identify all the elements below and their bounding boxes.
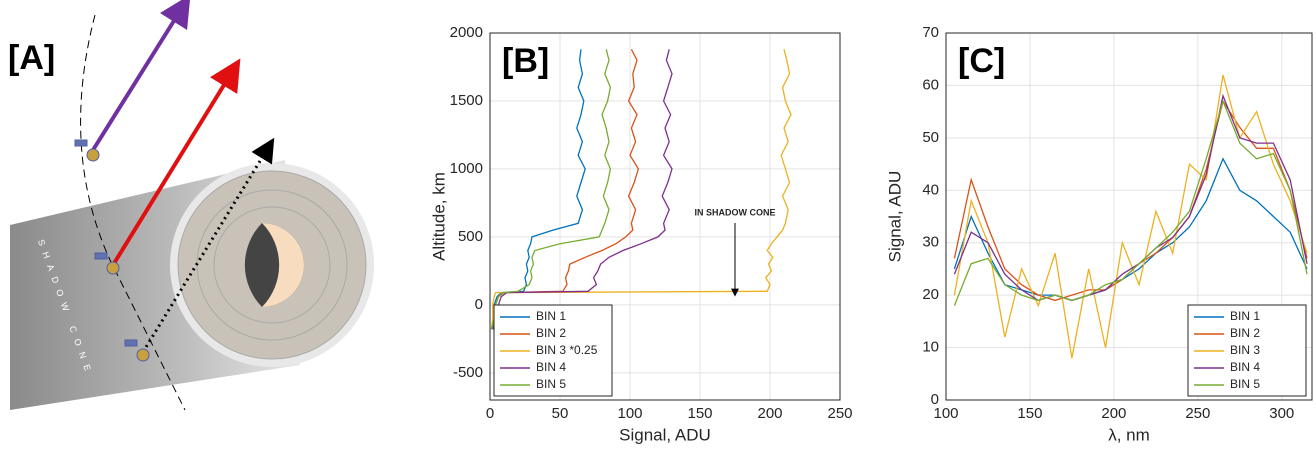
y-tick-label: 60: [922, 76, 939, 93]
y-axis-label: Signal, ADU: [885, 171, 904, 263]
y-tick-label: 50: [922, 129, 939, 146]
x-tick-label: 50: [552, 405, 569, 422]
x-tick-label: 0: [486, 405, 494, 422]
data-line: [953, 99, 1308, 306]
panel-label: [A]: [8, 39, 55, 77]
charts: 0 50 100 150 200 250-5000500100015002000Signa…: [429, 24, 1313, 444]
data-line: [953, 157, 1308, 302]
y-axis-label: Altitude, km: [429, 172, 448, 261]
y-tick-label: 0: [475, 296, 483, 313]
legend-label: BIN 3: [1230, 343, 1260, 357]
line-of-sight: [91, 0, 191, 152]
ring: [213, 206, 331, 324]
legend-label: BIN 4: [536, 360, 566, 374]
x-tick-label: 300: [1269, 405, 1294, 422]
line-of-sight: [141, 137, 275, 353]
data-line: [492, 49, 673, 330]
legend-label: BIN 1: [536, 309, 566, 323]
y-tick-label: 70: [922, 24, 939, 41]
y-tick-label: 2000: [450, 24, 483, 41]
y-tick-label: 20: [922, 286, 939, 303]
axes-frame: [489, 32, 841, 401]
y-tick-label: 10: [922, 339, 939, 356]
legend-label: BIN 3 *0.25: [536, 343, 598, 357]
data-line: [953, 93, 1308, 302]
panel-label: [C]: [958, 42, 1005, 80]
legend-label: BIN 2: [1230, 326, 1260, 340]
y-tick-label: 0: [931, 391, 939, 408]
annotation: IN SHADOW CONE: [695, 207, 776, 217]
x-tick-label: 100: [617, 405, 642, 422]
legend-label: BIN 5: [536, 377, 566, 391]
y-tick-label: 40: [922, 181, 939, 198]
x-tick-label: 200: [1101, 405, 1126, 422]
legend-label: BIN 5: [1230, 377, 1260, 391]
y-tick-label: -500: [453, 364, 483, 381]
panel-a: SHADOW CONE [A]: [8, 0, 374, 411]
x-tick-label: 150: [1017, 405, 1042, 422]
x-tick-label: 200: [757, 405, 782, 422]
legend-label: BIN 2: [536, 326, 566, 340]
axes-frame: [945, 32, 1313, 401]
data-line: [953, 74, 1308, 359]
y-tick-label: 1000: [450, 160, 483, 177]
data-line: [490, 49, 792, 330]
x-tick-label: 100: [933, 405, 958, 422]
planet-day: [262, 223, 304, 307]
y-tick-label: 1500: [450, 92, 483, 109]
data-line: [490, 49, 612, 330]
satellites: [74, 139, 150, 362]
x-tick-label: 250: [1185, 405, 1210, 422]
x-axis-label: Signal, ADU: [619, 425, 711, 444]
legend-label: BIN 1: [1230, 309, 1260, 323]
line-of-sight: [111, 58, 241, 267]
panel-label: [B]: [502, 42, 549, 80]
x-axis-label: λ, nm: [1108, 425, 1150, 444]
y-tick-label: 500: [458, 228, 483, 245]
legend-label: BIN 4: [1230, 360, 1260, 374]
x-tick-label: 250: [827, 405, 852, 422]
y-tick-label: 30: [922, 234, 939, 251]
x-tick-label: 150: [687, 405, 712, 422]
